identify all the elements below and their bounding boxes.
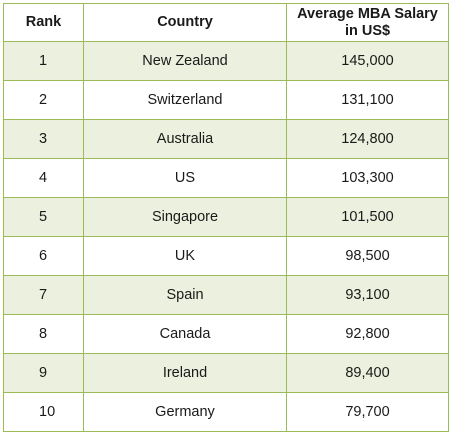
table-body: 1 New Zealand 145,000 2 Switzerland 131,100 3 A… [3, 41, 449, 432]
header-salary: Average MBA Salary in US$ [286, 3, 449, 42]
country-cell: US [83, 158, 287, 198]
country-cell: Germany [83, 392, 287, 432]
header-rank: Rank [3, 3, 84, 42]
table-row: 1 New Zealand 145,000 [3, 41, 449, 81]
rank-cell: 4 [3, 158, 84, 198]
header-row: Rank Country Average MBA Salary in US$ [3, 3, 449, 42]
rank-cell: 10 [3, 392, 84, 432]
table-row: 3 Australia 124,800 [3, 119, 449, 159]
table-row: 4 US 103,300 [3, 158, 449, 198]
table-row: 10 Germany 79,700 [3, 392, 449, 432]
country-cell: UK [83, 236, 287, 276]
country-cell: Switzerland [83, 80, 287, 120]
salary-cell: 89,400 [286, 353, 449, 393]
header-country: Country [83, 3, 287, 42]
rank-cell: 1 [3, 41, 84, 81]
salary-cell: 103,300 [286, 158, 449, 198]
rank-cell: 7 [3, 275, 84, 315]
country-cell: Australia [83, 119, 287, 159]
rank-cell: 9 [3, 353, 84, 393]
salary-cell: 101,500 [286, 197, 449, 237]
rank-cell: 6 [3, 236, 84, 276]
salary-cell: 131,100 [286, 80, 449, 120]
table-header: Rank Country Average MBA Salary in US$ [3, 3, 449, 42]
salary-cell: 79,700 [286, 392, 449, 432]
salary-cell: 145,000 [286, 41, 449, 81]
salary-cell: 93,100 [286, 275, 449, 315]
table-row: 7 Spain 93,100 [3, 275, 449, 315]
mba-salary-table: Rank Country Average MBA Salary in US$ 1… [3, 3, 449, 432]
salary-cell: 124,800 [286, 119, 449, 159]
rank-cell: 5 [3, 197, 84, 237]
rank-cell: 3 [3, 119, 84, 159]
country-cell: New Zealand [83, 41, 287, 81]
country-cell: Singapore [83, 197, 287, 237]
table-row: 5 Singapore 101,500 [3, 197, 449, 237]
table-row: 2 Switzerland 131,100 [3, 80, 449, 120]
salary-table-container: Rank Country Average MBA Salary in US$ 1… [3, 3, 449, 432]
country-cell: Ireland [83, 353, 287, 393]
table-row: 9 Ireland 89,400 [3, 353, 449, 393]
table-row: 6 UK 98,500 [3, 236, 449, 276]
country-cell: Canada [83, 314, 287, 354]
rank-cell: 8 [3, 314, 84, 354]
rank-cell: 2 [3, 80, 84, 120]
country-cell: Spain [83, 275, 287, 315]
salary-cell: 98,500 [286, 236, 449, 276]
table-row: 8 Canada 92,800 [3, 314, 449, 354]
salary-cell: 92,800 [286, 314, 449, 354]
